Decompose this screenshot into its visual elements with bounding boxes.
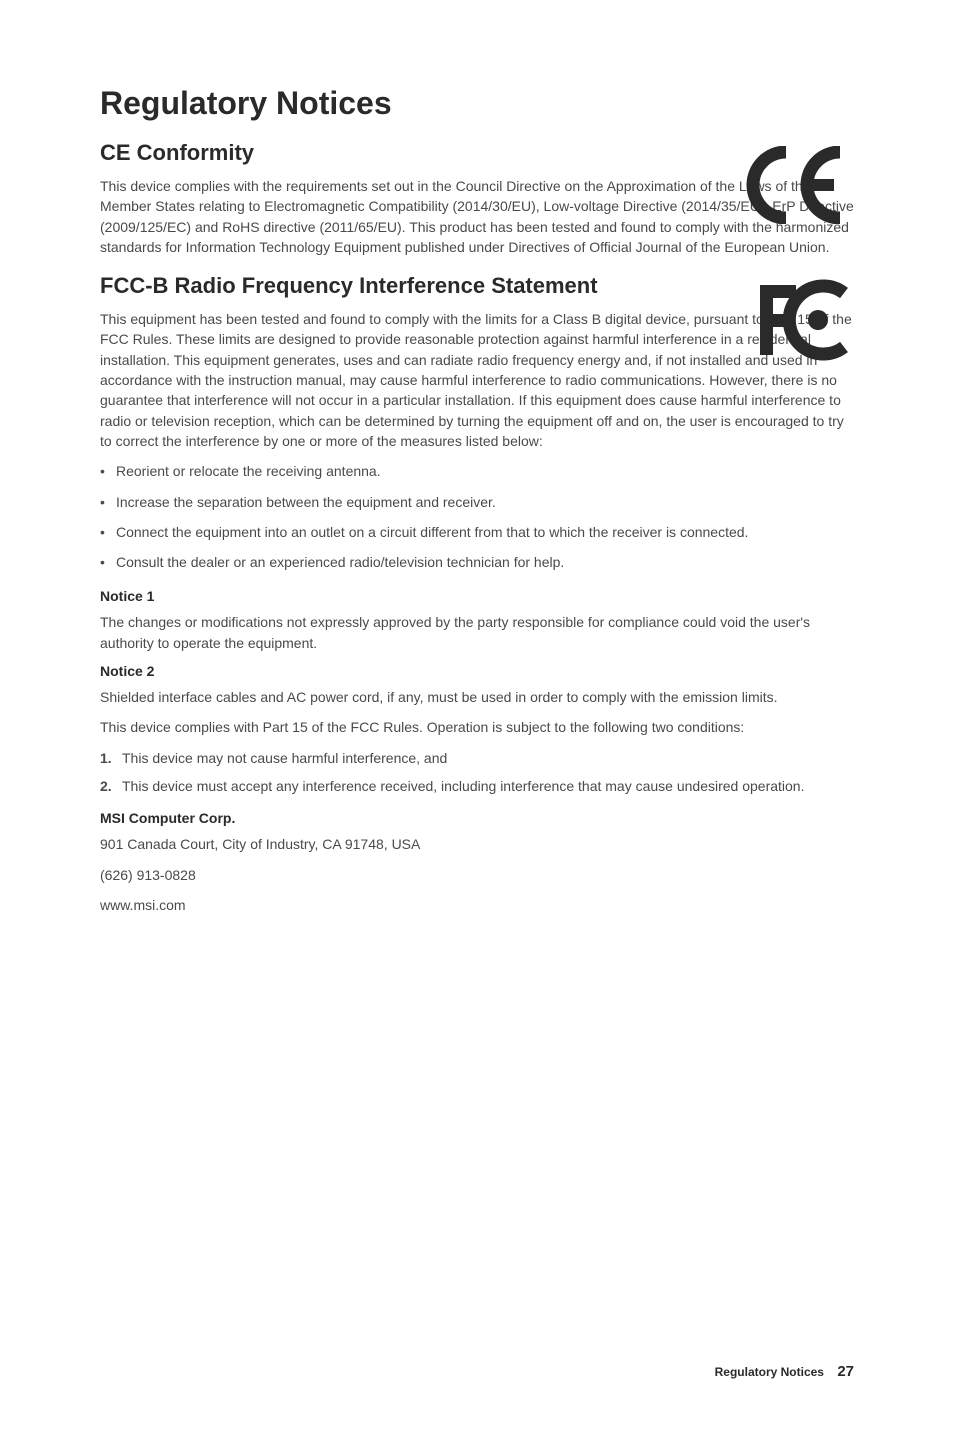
notice2-list: 1. This device may not cause harmful inte… (100, 748, 854, 797)
ce-section: CE Conformity This device complies with … (100, 140, 854, 257)
list-item: 1. This device may not cause harmful inte… (100, 748, 854, 768)
fcc-body: This equipment has been tested and found… (100, 309, 854, 451)
footer-page-number: 27 (837, 1363, 854, 1380)
list-text: This device may not cause harmful interf… (122, 750, 447, 766)
list-item: Increase the separation between the equi… (100, 492, 854, 512)
ce-body: This device complies with the requiremen… (100, 176, 854, 257)
list-item: Reorient or relocate the receiving anten… (100, 461, 854, 481)
company-address: 901 Canada Court, City of Industry, CA 9… (100, 834, 854, 854)
list-item: 2. This device must accept any interferen… (100, 776, 854, 796)
notice2-heading: Notice 2 (100, 663, 854, 679)
company-phone: (626) 913-0828 (100, 865, 854, 885)
notice1-body: The changes or modifications not express… (100, 612, 854, 653)
company-url: www.msi.com (100, 895, 854, 915)
list-item: Consult the dealer or an experienced rad… (100, 552, 854, 572)
footer-label: Regulatory Notices (715, 1365, 824, 1379)
list-text: This device must accept any interference… (122, 778, 805, 794)
list-number: 1. (100, 748, 112, 768)
notice2-body1: Shielded interface cables and AC power c… (100, 687, 854, 707)
fcc-mark-icon (756, 279, 854, 366)
notice1-heading: Notice 1 (100, 588, 854, 604)
company-block: 901 Canada Court, City of Industry, CA 9… (100, 834, 854, 915)
list-number: 2. (100, 776, 112, 796)
fcc-heading: FCC-B Radio Frequency Interference State… (100, 273, 854, 299)
company-heading: MSI Computer Corp. (100, 810, 854, 826)
notice2-body2: This device complies with Part 15 of the… (100, 717, 854, 737)
fcc-bullet-list: Reorient or relocate the receiving anten… (100, 461, 854, 572)
fcc-section: FCC-B Radio Frequency Interference State… (100, 273, 854, 572)
list-item: Connect the equipment into an outlet on … (100, 522, 854, 542)
page-footer: Regulatory Notices 27 (715, 1363, 854, 1380)
page-title: Regulatory Notices (100, 85, 854, 122)
ce-heading: CE Conformity (100, 140, 854, 166)
ce-mark-icon (744, 146, 854, 229)
